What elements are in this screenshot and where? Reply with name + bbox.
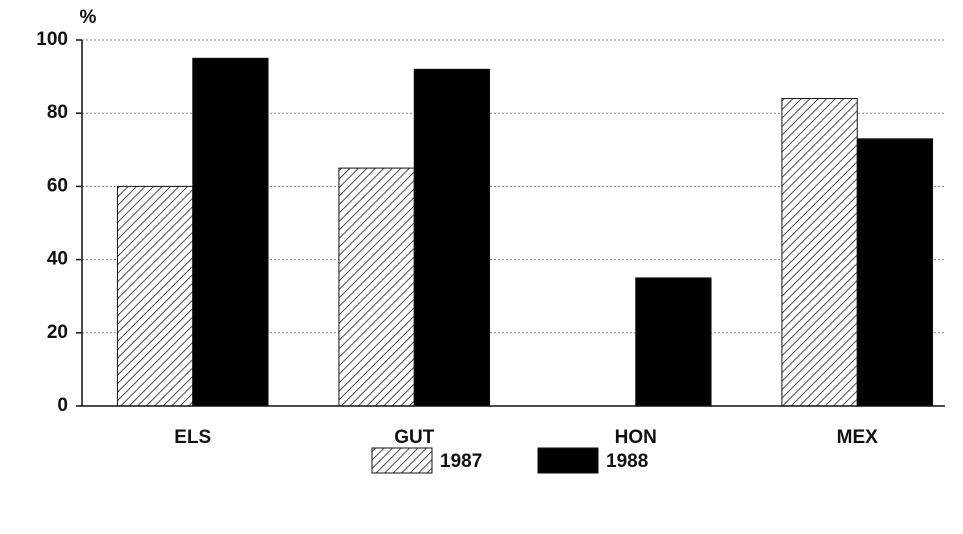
legend-swatch xyxy=(371,447,433,474)
legend-label: 1987 xyxy=(440,451,482,472)
legend-label: 1988 xyxy=(606,451,648,472)
bar xyxy=(635,277,712,407)
bar xyxy=(856,138,934,407)
x-tick-label: ELS xyxy=(174,427,211,448)
x-tick-label: GUT xyxy=(394,427,435,448)
y-tick-label: 40 xyxy=(47,249,68,270)
y-axis-label: % xyxy=(80,7,97,28)
legend-swatch xyxy=(537,447,599,474)
bar xyxy=(781,98,858,407)
x-tick-label: HON xyxy=(615,427,657,448)
y-tick-label: 60 xyxy=(47,175,68,196)
y-tick-label: 80 xyxy=(47,102,68,123)
x-tick-label: MEX xyxy=(837,427,879,448)
bar xyxy=(192,57,269,407)
bar xyxy=(338,167,415,407)
bar xyxy=(116,185,194,407)
y-tick-label: 0 xyxy=(57,395,68,416)
bar xyxy=(413,68,491,407)
y-tick-label: 100 xyxy=(36,29,68,50)
y-tick-label: 20 xyxy=(47,322,68,343)
